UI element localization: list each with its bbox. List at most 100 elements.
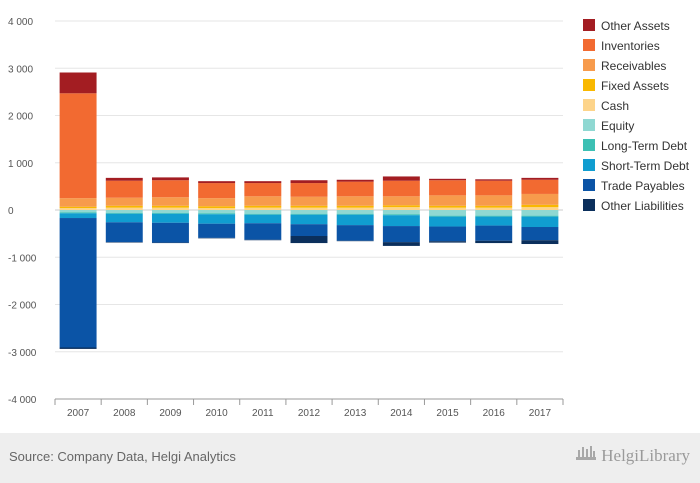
y-tick-label: 2 000 [8, 112, 33, 123]
bar-segment [244, 214, 282, 224]
legend-item[interactable]: Receivables [583, 59, 666, 73]
x-tick-label: 2012 [298, 408, 321, 419]
bar-segment [244, 223, 282, 240]
legend-label: Trade Payables [601, 179, 685, 193]
bar-segment [290, 214, 328, 225]
y-tick-label: -4 000 [8, 395, 37, 406]
bar-segment [151, 212, 189, 214]
bar-segment [475, 195, 513, 206]
bar-segment [59, 198, 97, 207]
legend-swatch [583, 199, 595, 211]
y-tick-label: 0 [8, 206, 14, 217]
legend-item[interactable]: Cash [583, 99, 629, 113]
bar-segment [244, 181, 282, 184]
x-axis: 2007 2008 2009 2010 2011 2012 2013 2014 2015 2016… [54, 398, 564, 419]
bar-segment [475, 207, 513, 210]
x-tick-label: 2010 [206, 408, 229, 419]
bar-segment [198, 213, 236, 215]
bar-segment [198, 214, 236, 224]
bar-segment [244, 183, 282, 197]
bar-segment [336, 213, 374, 215]
bar-segment [429, 180, 467, 196]
legend-item[interactable]: Inventories [583, 39, 660, 53]
bar-segment [475, 225, 513, 241]
legend-swatch [583, 19, 595, 31]
y-tick-label: 4 000 [8, 17, 33, 28]
bar-segment [290, 180, 328, 184]
bar-segment [429, 215, 467, 217]
bar-segment [59, 213, 97, 219]
bar-segment [521, 193, 559, 205]
bar-segment [198, 206, 236, 209]
bar-segment [59, 218, 97, 348]
footer: Source: Company Data, Helgi Analytics He… [0, 433, 700, 483]
bar-segment [151, 205, 189, 208]
bar-segment [429, 207, 467, 210]
bar-segment [290, 207, 328, 210]
bar-segment [521, 240, 559, 245]
bar-segment [151, 197, 189, 206]
legend-label: Equity [601, 119, 634, 133]
brand-logo[interactable]: HelgiLibrary [575, 443, 690, 468]
legend-label: Short-Term Debt [601, 159, 690, 173]
legend-item[interactable]: Other Liabilities [583, 199, 684, 213]
bar-segment [336, 205, 374, 208]
legend-swatch [583, 159, 595, 171]
legend-swatch [583, 79, 595, 91]
bar-segment [105, 207, 143, 210]
chart-legend: Other Assets Inventories Receivables Fixed … [583, 19, 690, 213]
bar-segment [429, 195, 467, 206]
bar-segment [105, 210, 143, 213]
bar-segment [336, 225, 374, 241]
bar-segment [59, 212, 97, 214]
bar-segment [521, 227, 559, 241]
bar-segment [336, 196, 374, 206]
bar-segment [429, 216, 467, 227]
bar-segment [382, 176, 420, 181]
x-tick-label: 2008 [113, 408, 136, 419]
bar-segment [198, 208, 236, 210]
bar-segment [475, 215, 513, 217]
legend-label: Fixed Assets [601, 79, 669, 93]
bar-segment [151, 222, 189, 243]
bar-segment [198, 210, 236, 214]
bar-segment [198, 223, 236, 238]
chart-bars [59, 72, 559, 349]
bar-segment [429, 241, 467, 243]
bar-segment [151, 207, 189, 210]
bar-segment [521, 179, 559, 194]
bar-segment [429, 226, 467, 242]
legend-swatch [583, 99, 595, 111]
legend-item[interactable]: Other Assets [583, 19, 670, 33]
legend-item[interactable]: Equity [583, 119, 634, 133]
bar-segment [382, 180, 420, 197]
legend-label: Receivables [601, 59, 666, 73]
bar-segment [521, 177, 559, 180]
bar-segment [290, 205, 328, 208]
legend-item[interactable]: Trade Payables [583, 179, 685, 193]
bar-segment [429, 210, 467, 216]
bar-segment [336, 181, 374, 197]
bar-segment [59, 347, 97, 349]
legend-item[interactable]: Long-Term Debt [583, 139, 688, 153]
bar-segment [290, 196, 328, 206]
x-tick-label: 2016 [483, 408, 506, 419]
legend-item[interactable]: Fixed Assets [583, 79, 669, 93]
x-tick-label: 2014 [390, 408, 413, 419]
bar-segment [59, 93, 97, 199]
bar-segment [382, 205, 420, 208]
legend-swatch [583, 119, 595, 131]
bar-segment [198, 181, 236, 184]
legend-item[interactable]: Short-Term Debt [583, 159, 690, 173]
bar-segment [105, 213, 143, 223]
bar-segment [475, 240, 513, 244]
source-note: Source: Company Data, Helgi Analytics [9, 449, 236, 464]
bar-segment [521, 204, 559, 208]
legend-swatch [583, 179, 595, 191]
bar-segment [475, 180, 513, 196]
bar-segment [382, 215, 420, 227]
y-tick-label: 1 000 [8, 159, 33, 170]
bar-segment [105, 197, 143, 206]
bar-segment [244, 196, 282, 206]
legend-label: Inventories [601, 39, 660, 53]
